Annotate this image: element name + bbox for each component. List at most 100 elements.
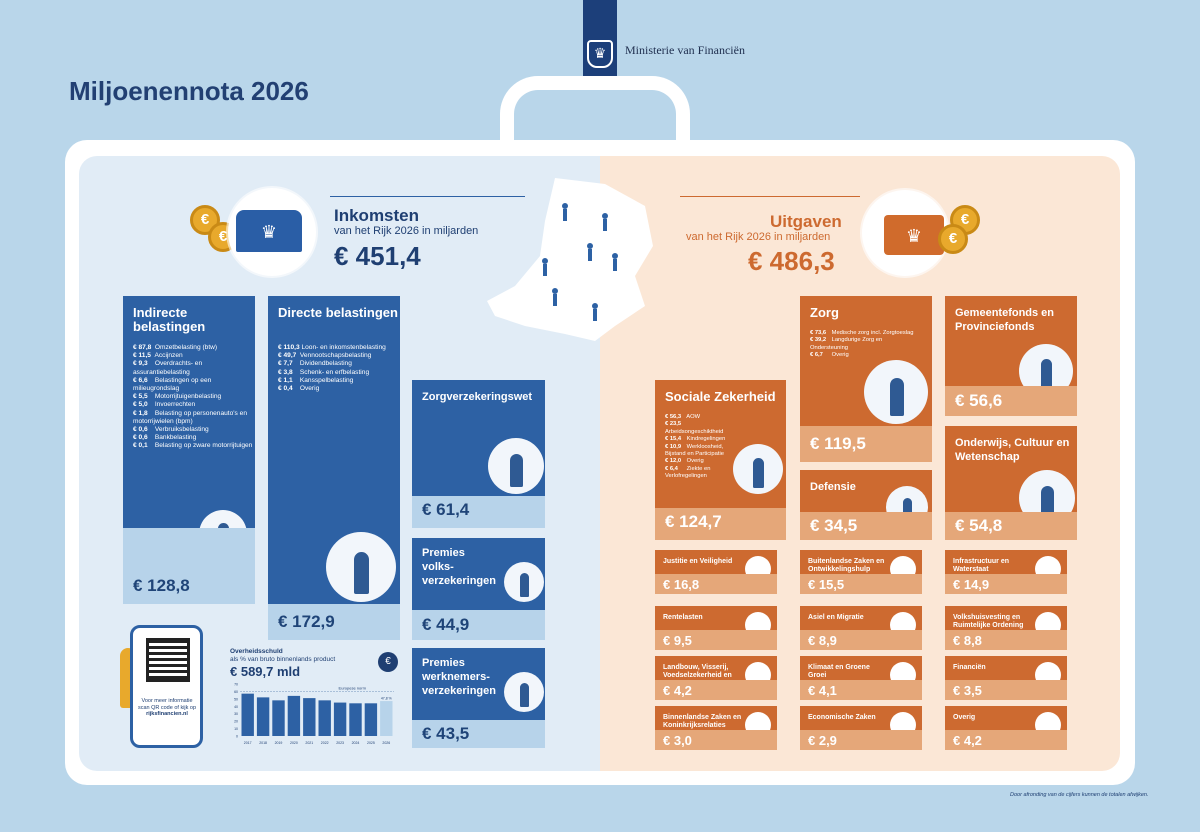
sociale-item-value: € 10,9 [665, 443, 682, 450]
gemeentefonds-amount: € 56,6 [955, 391, 1003, 410]
zorg-title: Zorg [810, 305, 839, 320]
wheelchair-icon [864, 360, 928, 424]
y-tick-label: 10 [234, 727, 238, 731]
x-tick-label: 2025 [367, 741, 375, 745]
expense-card-title: Asiel en Migratie [808, 614, 864, 621]
sociale-item: € 15,4 Kindregelingen [665, 436, 737, 443]
direct-taxes-list: € 110,3 Loon- en inkomstenbelasting € 49,… [278, 344, 386, 393]
page-title: Miljoenennota 2026 [69, 76, 309, 106]
sociale-item-value: € 15,4 [665, 436, 682, 443]
debt-bar [380, 701, 393, 736]
direct-item-value: € 1,1 [278, 376, 293, 384]
debt-amount: € 589,7 mld [230, 664, 301, 679]
qr-link[interactable]: rijksfinancien.nl [146, 711, 188, 717]
zvw-card: Zorgverzekeringswet [412, 380, 545, 496]
gemeentefonds-title: Gemeentefonds en Provinciefonds [955, 307, 1055, 333]
euro-coin-icon: € [938, 224, 968, 254]
zorg-item-label: Langdurige Zorg en Ondersteuning [810, 337, 883, 351]
indirect-item: € 6,6 Belastingen op een milieugrondslag [133, 377, 255, 393]
indirect-item: € 0,6 Verbruiksbelasting [133, 426, 255, 434]
sociale-item: € 6,4 Ziekte en Verlofregelingen [665, 466, 737, 481]
volks-amount: € 44,9 [422, 615, 470, 634]
indirect-item-value: € 5,0 [133, 401, 148, 409]
qr-text: Voor meer informatie scan QR code of kij… [137, 698, 197, 711]
indirect-item-label: Invoerrechten [153, 401, 196, 409]
indirect-item-label: Accijnzen [153, 352, 183, 360]
indirect-item-label: Belastingen op een milieugrondslag [133, 376, 212, 393]
qr-code[interactable] [146, 638, 190, 682]
expense-card-amount: € 3,5 [953, 683, 982, 698]
indirect-item-value: € 5,5 [133, 393, 148, 401]
ministry-name: Ministerie van Financiën [625, 43, 745, 57]
indirect-item-label: Verbruiksbelasting [153, 426, 209, 434]
sociale-list: € 56,3 AOW € 23,5 Arbeidsongeschiktheid € … [665, 414, 737, 481]
x-tick-label: 2019 [275, 741, 283, 745]
y-tick-label: 70 [234, 683, 238, 687]
zorg-item-label: Medische zorg incl. Zorgtoeslag [830, 330, 914, 336]
expense-card-amount: € 4,2 [663, 683, 692, 698]
sociale-item-label: Kindregelingen [685, 436, 726, 443]
indirect-taxes-card: Indirecte belastingen € 87,8 Omzetbelast… [123, 296, 255, 558]
coin-stack-icon: € [378, 652, 398, 672]
expense-card: Volkshuisvesting en Ruimtelijke Ordening [945, 606, 1067, 638]
expense-card-amount: € 8,9 [808, 633, 837, 648]
zorg-list: € 73,6 Medische zorg incl. Zorgtoeslag € … [810, 330, 920, 360]
x-tick-label: 2020 [290, 741, 298, 745]
sociale-title: Sociale Zekerheid [665, 389, 776, 404]
expense-card-amount: € 2,9 [808, 733, 837, 748]
expense-card-title: Buitenlandse Zaken en Ontwikkelingshulp [808, 558, 885, 573]
direct-taxes-title: Directe belastingen [278, 305, 398, 320]
expense-card-title: Binnenlandse Zaken en Koninkrijksrelatie… [663, 714, 742, 729]
direct-item: € 1,1 Kansspelbelasting [278, 377, 386, 385]
sociale-item-label: Overig [685, 458, 704, 465]
y-tick-label: 50 [234, 697, 238, 701]
sociale-item-label: Arbeidsongeschiktheid [665, 428, 724, 435]
indirect-item-label: Motorrijtuigenbelasting [153, 393, 222, 401]
debt-title: Overheidsschuld [230, 648, 283, 655]
expense-card-title: Infrastructuur en Waterstaat [953, 558, 1010, 573]
indirect-item-value: € 9,3 [133, 360, 148, 368]
x-tick-label: 2022 [321, 741, 329, 745]
norm-label: Europese norm [339, 685, 367, 690]
sociale-item-value: € 6,4 [665, 465, 678, 472]
expense-card-title: Volkshuisvesting en Ruimtelijke Ordening [953, 614, 1024, 629]
expenses-title: Uitgaven [770, 212, 842, 231]
indirect-item: € 5,5 Motorrijtuigenbelasting [133, 393, 255, 401]
income-amount: € 451,4 [334, 241, 421, 271]
direct-item-label: Vennootschapsbelasting [298, 352, 372, 360]
volks-title: Premies volks- verzekeringen [422, 547, 496, 587]
expense-card: Binnenlandse Zaken en Koninkrijksrelatie… [655, 706, 777, 738]
expense-card-title: Financiën [953, 664, 986, 671]
expense-card: Klimaat en Groene Groei [800, 656, 922, 688]
debt-bar [318, 700, 331, 736]
direct-item: € 110,3 Loon- en inkomstenbelasting [278, 344, 386, 352]
expense-card-amount: € 4,2 [953, 733, 982, 748]
netherlands-map-icon [487, 178, 653, 341]
footnote: Door afronding van de cijfers kunnen de … [1010, 792, 1149, 798]
zorg-amount: € 119,5 [810, 434, 866, 453]
expense-card: Financiën [945, 656, 1067, 688]
zorg-card: Zorg € 73,6 Medische zorg incl. Zorgtoes… [800, 296, 932, 426]
zorg-item: € 39,2 Langdurige Zorg en Ondersteuning [810, 337, 920, 352]
direct-item-value: € 7,7 [278, 360, 293, 368]
indirect-item: € 9,3 Overdrachts- en assurantiebelastin… [133, 360, 255, 376]
indirect-taxes-title: Indirecte belastingen [133, 305, 206, 334]
indirect-item-value: € 87,8 [133, 344, 152, 351]
sociale-item: € 23,5 Arbeidsongeschiktheid [665, 421, 737, 436]
debt-bar [349, 703, 362, 736]
y-tick-label: 30 [234, 712, 238, 716]
person-walking-icon [326, 532, 396, 602]
direct-item-label: Schenk- en erfbelasting [298, 368, 370, 376]
debt-subtitle: als % van bruto binnenlands product [230, 656, 336, 663]
sociale-item-value: € 56,3 [665, 414, 682, 420]
sociale-amount: € 124,7 [665, 512, 722, 531]
indirect-item-value: € 6,6 [133, 376, 148, 384]
direct-taxes-card: Directe belastingen € 110,3 Loon- en ink… [268, 296, 400, 604]
zorg-item-value: € 6,7 [810, 352, 823, 359]
direct-item: € 3,8 Schenk- en erfbelasting [278, 369, 386, 377]
expense-card: Rentelasten [655, 606, 777, 638]
briefcase-icon: ♛ [884, 215, 944, 255]
zorg-item: € 6,7 Overig [810, 352, 920, 359]
document-icon [733, 444, 783, 494]
expense-card-amount: € 9,5 [663, 633, 692, 648]
